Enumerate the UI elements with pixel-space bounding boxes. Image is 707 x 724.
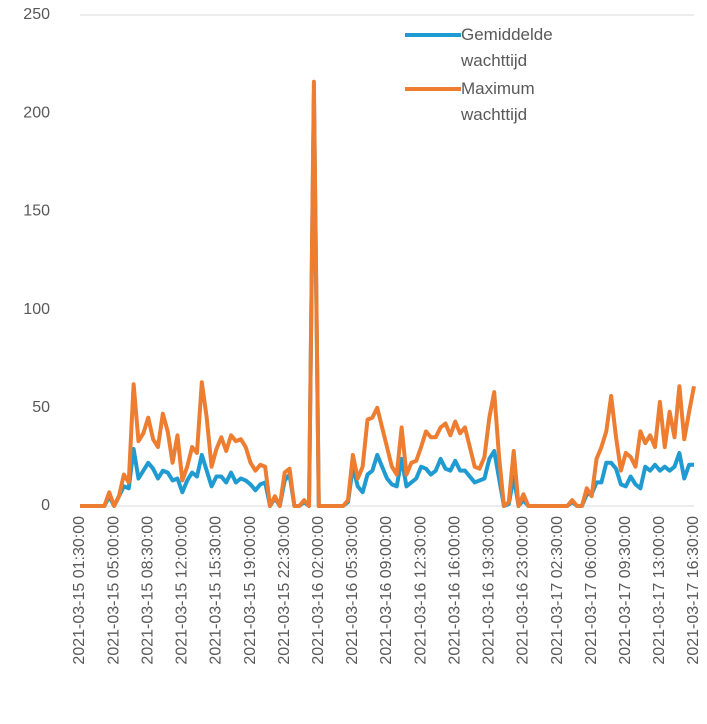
y-tick-label: 200 — [23, 104, 50, 121]
y-tick-label: 0 — [41, 497, 50, 514]
x-tick-label: 2021-03-17 13:00:00 — [651, 516, 668, 665]
legend: Gemiddelde wachttijd Maximum wachttijd — [405, 22, 591, 130]
x-tick-label: 2021-03-16 23:00:00 — [515, 516, 532, 665]
legend-entry: Maximum wachttijd — [405, 76, 591, 128]
x-tick-label: 2021-03-17 06:00:00 — [583, 516, 600, 665]
legend-label: Gemiddelde wachttijd — [461, 25, 553, 70]
x-tick-label: 2021-03-16 09:00:00 — [378, 516, 395, 665]
y-tick-label: 150 — [23, 203, 50, 220]
x-tick-label: 2021-03-15 01:30:00 — [71, 516, 88, 665]
x-tick-label: 2021-03-16 12:30:00 — [412, 516, 429, 665]
x-tick-label: 2021-03-16 05:30:00 — [344, 516, 361, 665]
x-tick-label: 2021-03-15 12:00:00 — [174, 516, 191, 665]
x-tick-label: 2021-03-16 19:30:00 — [481, 516, 498, 665]
x-tick-label: 2021-03-17 02:30:00 — [549, 516, 566, 665]
y-tick-label: 100 — [23, 301, 50, 318]
y-tick-label: 250 — [23, 6, 50, 23]
x-tick-label: 2021-03-15 22:30:00 — [276, 516, 293, 665]
x-tick-label: 2021-03-15 05:00:00 — [105, 516, 122, 665]
x-tick-label: 2021-03-15 08:30:00 — [139, 516, 156, 665]
legend-swatch — [405, 87, 461, 91]
x-tick-label: 2021-03-15 19:00:00 — [242, 516, 259, 665]
series-line — [80, 79, 696, 508]
y-tick-label: 50 — [32, 399, 50, 416]
x-tick-label: 2021-03-17 09:30:00 — [617, 516, 634, 665]
x-tick-label: 2021-03-17 16:30:00 — [685, 516, 702, 665]
x-tick-label: 2021-03-16 16:00:00 — [446, 516, 463, 665]
x-tick-label: 2021-03-16 02:00:00 — [310, 516, 327, 665]
legend-entry: Gemiddelde wachttijd — [405, 22, 591, 74]
legend-label: Maximum wachttijd — [461, 79, 535, 124]
legend-swatch — [405, 33, 461, 37]
x-tick-label: 2021-03-15 15:30:00 — [208, 516, 225, 665]
